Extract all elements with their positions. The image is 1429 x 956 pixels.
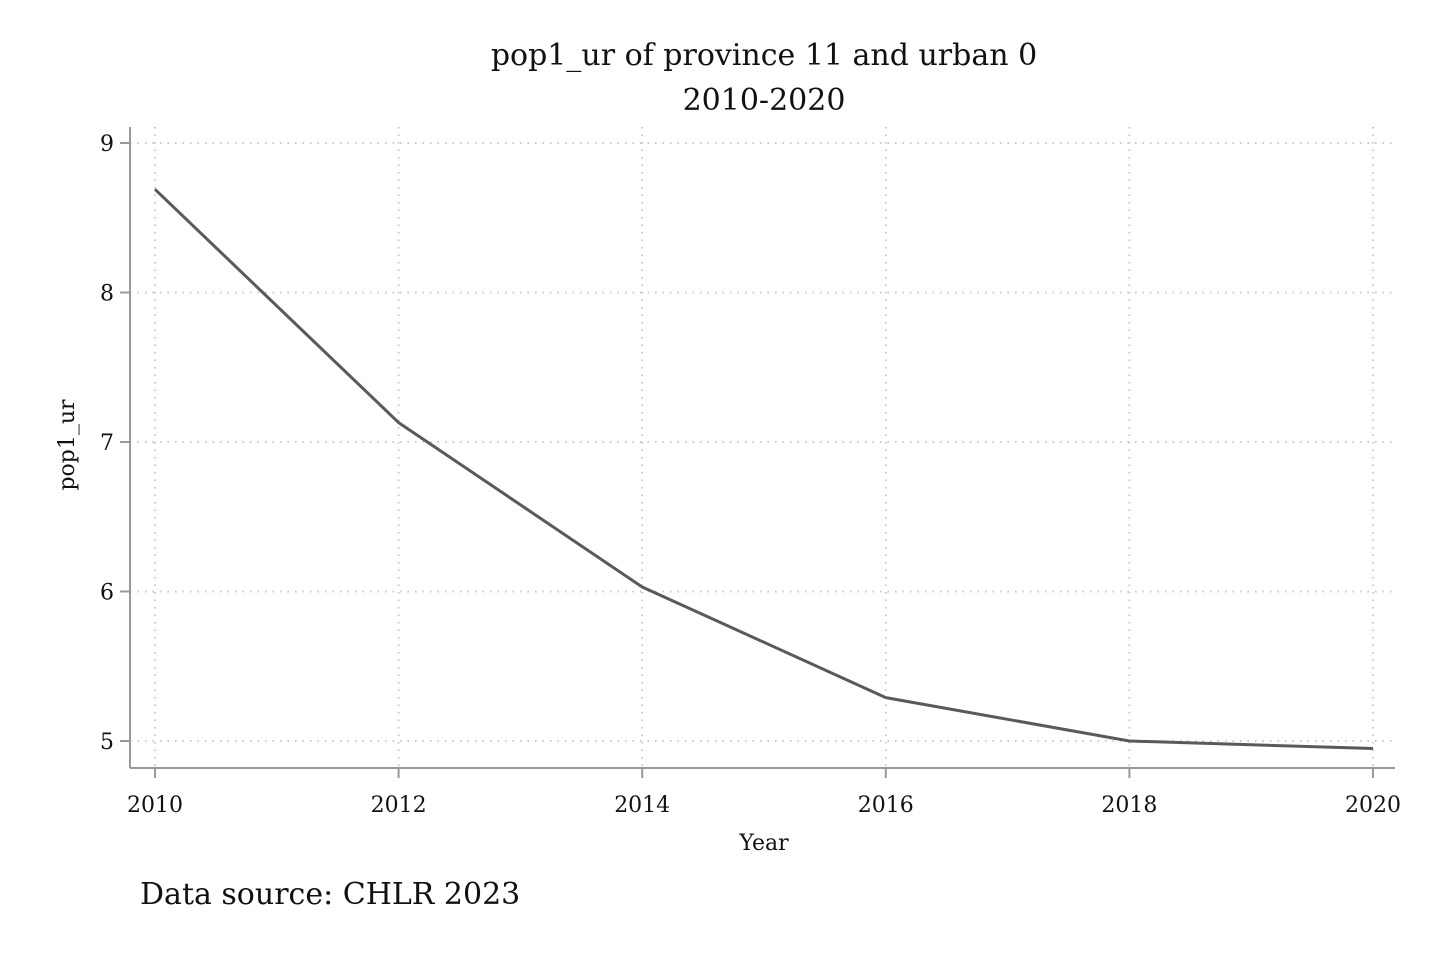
y-tick-label: 7 [100, 431, 114, 456]
x-tick-label: 2018 [1101, 793, 1157, 818]
x-tick-label: 2016 [858, 793, 914, 818]
tick-marks: 5 6 7 8 9 2010 2012 2014 2016 2018 2020 [100, 132, 1401, 818]
x-tick-label: 2014 [614, 793, 670, 818]
chart-title: pop1_ur of province 11 and urban 0 [491, 38, 1037, 73]
y-axis-label: pop1_ur [55, 399, 80, 491]
x-tick-label: 2020 [1345, 793, 1401, 818]
y-tick-label: 6 [100, 581, 114, 606]
x-tick-label: 2010 [127, 793, 183, 818]
x-axis-label: Year [738, 831, 789, 856]
x-tick-label: 2012 [371, 793, 427, 818]
y-tick-label: 5 [100, 730, 114, 755]
y-tick-label: 9 [100, 132, 114, 157]
y-tick-label: 8 [100, 282, 114, 307]
series-line [153, 188, 1374, 750]
grid-lines [130, 127, 1395, 768]
data-source-note: Data source: CHLR 2023 [140, 877, 520, 912]
series-layer [153, 188, 1374, 750]
axes [129, 127, 1395, 769]
chart-subtitle: 2010-2020 [683, 83, 846, 118]
